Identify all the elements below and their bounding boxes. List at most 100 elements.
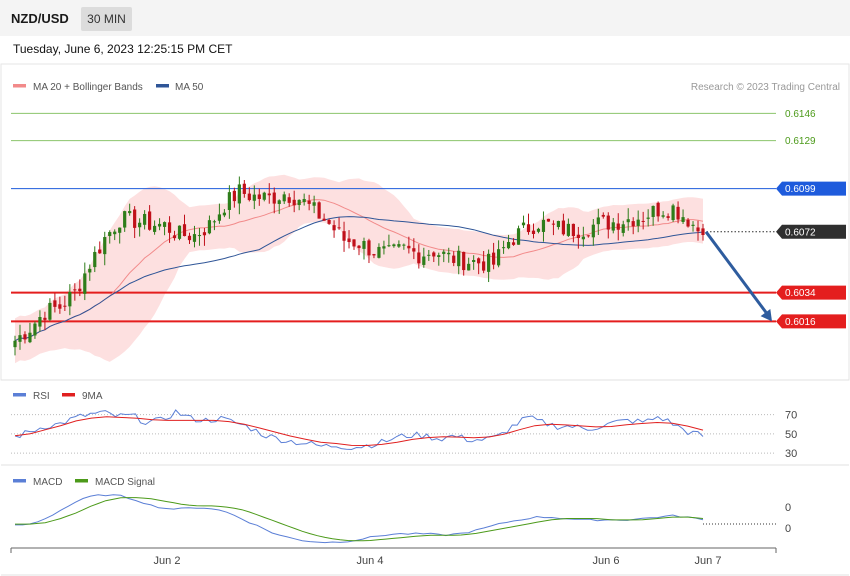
legend-swatch-rsi-ma bbox=[62, 393, 75, 397]
legend-rsi-ma: 9MA bbox=[82, 391, 103, 402]
candle bbox=[601, 214, 605, 217]
candle bbox=[641, 220, 645, 222]
candle bbox=[551, 223, 556, 225]
candle bbox=[691, 224, 695, 226]
candle bbox=[38, 317, 42, 327]
candle bbox=[48, 302, 52, 320]
candle bbox=[556, 220, 561, 228]
candle bbox=[252, 194, 256, 201]
candle bbox=[696, 227, 700, 232]
candle bbox=[18, 335, 22, 342]
candle bbox=[412, 248, 416, 252]
candle bbox=[352, 239, 356, 247]
candle bbox=[257, 194, 261, 200]
candle bbox=[157, 223, 162, 227]
candle bbox=[68, 291, 72, 307]
candle bbox=[83, 273, 87, 294]
candle bbox=[93, 251, 97, 268]
candle bbox=[78, 288, 82, 292]
candle bbox=[247, 193, 251, 201]
candle bbox=[477, 258, 481, 264]
candle bbox=[342, 231, 346, 241]
time-tick-label: Jun 4 bbox=[357, 555, 384, 567]
candle bbox=[541, 219, 546, 232]
candle bbox=[28, 332, 32, 343]
candle bbox=[232, 190, 236, 202]
price-label-0.6146: 0.6146 bbox=[785, 109, 816, 120]
candle bbox=[521, 222, 526, 226]
candle bbox=[177, 225, 182, 239]
candle bbox=[437, 255, 441, 257]
credit-text: Research © 2023 Trading Central bbox=[691, 82, 840, 93]
candle bbox=[616, 223, 620, 230]
candle bbox=[143, 213, 147, 225]
legend-swatch-macd-signal bbox=[75, 479, 88, 483]
candle bbox=[686, 219, 690, 227]
symbol-label: NZD/USD bbox=[11, 11, 69, 26]
candle bbox=[492, 252, 496, 265]
candle bbox=[33, 323, 37, 336]
candle bbox=[581, 236, 585, 240]
candle bbox=[367, 240, 371, 256]
candle bbox=[337, 227, 341, 229]
candle bbox=[13, 340, 17, 348]
chart-datetime: Tuesday, June 6, 2023 12:25:15 PM CET bbox=[13, 42, 233, 56]
candle bbox=[187, 235, 192, 241]
time-tick-label: Jun 6 bbox=[593, 555, 620, 567]
candle bbox=[242, 183, 246, 194]
candle bbox=[98, 249, 102, 254]
candle bbox=[58, 304, 62, 309]
candle bbox=[23, 334, 27, 340]
candle bbox=[621, 224, 625, 233]
rsi-tick-label: 70 bbox=[785, 410, 797, 422]
candle bbox=[636, 219, 640, 226]
timeframe-button[interactable]: 30 MIN bbox=[81, 7, 132, 31]
candle bbox=[531, 230, 536, 234]
macd-tick-label: 0 bbox=[785, 523, 791, 535]
macd-series-MACD bbox=[15, 494, 704, 544]
macd-tick-label: 0 bbox=[785, 502, 791, 514]
macd-panel: 00 bbox=[15, 494, 791, 544]
candle bbox=[651, 205, 655, 217]
candle bbox=[372, 254, 376, 256]
candle bbox=[546, 218, 551, 222]
legend-ma20: MA 20 + Bollinger Bands bbox=[33, 82, 143, 93]
top-bar: NZD/USD 30 MIN bbox=[0, 0, 850, 36]
candle bbox=[417, 252, 421, 264]
candle bbox=[362, 241, 366, 249]
price-label-0.6099: 0.6099 bbox=[785, 184, 816, 195]
legend-swatch-macd bbox=[13, 479, 26, 483]
candle bbox=[382, 246, 386, 249]
candle bbox=[457, 250, 461, 267]
candle bbox=[108, 232, 112, 237]
candle bbox=[197, 235, 202, 237]
candle bbox=[427, 254, 431, 256]
legend-ma50: MA 50 bbox=[175, 82, 204, 93]
moving-averages bbox=[14, 199, 704, 342]
candle bbox=[162, 222, 167, 227]
price-labels: 0.6146 0.6129 0.6099 0.6072 0.6034 0.6016 bbox=[704, 109, 846, 329]
candle bbox=[467, 263, 471, 271]
candle bbox=[307, 200, 311, 204]
candle bbox=[611, 222, 615, 231]
candle bbox=[327, 219, 331, 224]
candle bbox=[591, 224, 595, 238]
candle bbox=[661, 215, 665, 217]
candle bbox=[586, 235, 590, 237]
candle bbox=[606, 215, 610, 230]
candle bbox=[487, 253, 491, 272]
candle bbox=[387, 245, 391, 247]
candle bbox=[407, 245, 411, 249]
candle bbox=[482, 261, 486, 271]
price-label-0.6072: 0.6072 bbox=[785, 227, 816, 238]
candle bbox=[506, 241, 511, 249]
candle bbox=[666, 216, 670, 218]
candle bbox=[631, 221, 635, 227]
candle bbox=[462, 251, 466, 271]
rsi-tick-label: 30 bbox=[785, 448, 797, 460]
time-axis: Jun 2 Jun 4 Jun 6 Jun 7 bbox=[10, 547, 777, 567]
candle bbox=[123, 211, 127, 228]
price-label-0.6034: 0.6034 bbox=[785, 288, 816, 299]
candle bbox=[646, 217, 650, 219]
